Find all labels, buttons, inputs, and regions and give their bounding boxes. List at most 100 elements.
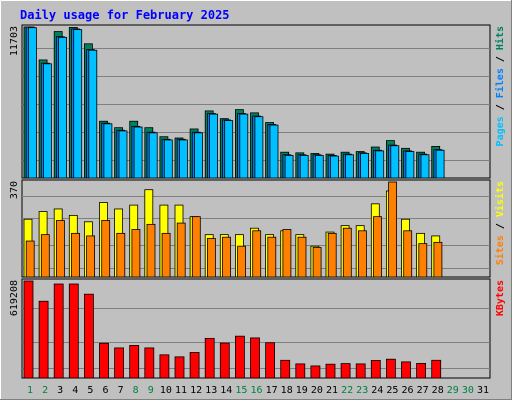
legend-: / [495,217,506,235]
bar-kbytes-day-20 [310,365,321,379]
bar-sites-day-24 [373,216,382,278]
x-tick-label-day-14: 14 [220,385,232,396]
bar-sites-day-17 [267,236,277,278]
bar-pages-day-10 [163,139,173,179]
bar-pages-day-20 [314,155,324,179]
bar-kbytes-day-27 [416,363,427,379]
bar-kbytes-day-15 [234,335,245,379]
bar-sites-day-28 [433,241,443,278]
x-tick-label-day-25: 25 [386,385,398,396]
bar-kbytes-day-8 [129,345,140,379]
bar-kbytes-day-1 [23,280,34,379]
bar-kbytes-day-12 [189,352,200,379]
x-tick-label-day-18: 18 [281,385,293,396]
bar-pages-day-26 [405,151,415,179]
x-tick-label-day-7: 7 [118,385,124,396]
bar-sites-day-19 [297,236,307,278]
bar-sites-day-16 [252,230,262,278]
legend-pages: Pages [495,116,506,146]
bar-pages-day-25 [390,145,400,179]
bar-sites-day-9 [146,223,156,278]
x-tick-label-day-3: 3 [57,385,63,396]
bar-kbytes-day-13 [204,337,215,379]
bar-pages-day-11 [178,139,188,179]
bar-kbytes-day-3 [53,283,64,379]
bar-kbytes-day-2 [38,300,49,379]
bar-pages-day-6 [103,123,113,179]
bar-pages-day-13 [209,113,219,179]
bar-sites-day-10 [161,232,171,278]
bar-sites-day-20 [312,247,322,278]
bar-sites-day-4 [71,232,80,278]
bar-kbytes-day-25 [385,358,396,379]
bar-pages-day-12 [194,132,203,179]
x-tick-label-day-13: 13 [205,385,217,396]
x-tick-label-day-1: 1 [27,385,33,396]
x-tick-label-day-15: 15 [235,385,247,396]
right-legend: Sites / Visits [494,181,506,265]
x-tick-label-day-20: 20 [311,385,323,396]
bar-sites-day-7 [116,232,126,278]
x-tick-label-day-31: 31 [477,385,489,396]
bar-sites-day-21 [327,232,337,278]
bar-sites-day-15 [237,245,247,278]
bar-kbytes-day-6 [99,342,109,379]
bar-kbytes-day-11 [174,356,185,379]
bar-kbytes-day-28 [431,359,442,379]
right-legend: KBytes [495,280,506,316]
bar-sites-day-8 [131,229,141,278]
bar-sites-day-22 [342,227,352,278]
x-tick-label-day-19: 19 [296,385,308,396]
x-tick-label-day-16: 16 [250,385,262,396]
x-tick-label-day-24: 24 [371,385,383,396]
bar-kbytes-day-21 [325,363,336,379]
bar-sites-day-25 [388,181,398,278]
bar-pages-day-2 [43,63,52,179]
x-tick-label-day-10: 10 [160,385,172,396]
bar-sites-day-26 [403,230,413,278]
legend-sites: Sites [494,235,506,265]
bar-sites-day-23 [357,230,367,278]
bar-pages-day-9 [148,132,158,179]
x-tick-label-day-21: 21 [326,385,338,396]
x-tick-label-day-8: 8 [133,385,139,396]
legend-kbytes: KBytes [495,280,506,316]
x-tick-label-day-26: 26 [401,385,413,396]
bar-kbytes-day-19 [295,363,306,379]
bar-pages-day-16 [254,116,264,179]
bar-kbytes-day-26 [401,361,411,379]
x-tick-label-day-30: 30 [462,385,474,396]
bar-sites-day-5 [86,235,95,278]
y-max-label: 11703 [9,26,20,56]
x-tick-label-day-6: 6 [102,385,108,396]
x-tick-label-day-2: 2 [42,385,48,396]
x-tick-label-day-9: 9 [148,385,154,396]
x-tick-label-day-29: 29 [447,385,459,396]
x-tick-label-day-5: 5 [87,385,93,396]
y-max-label: 619208 [9,280,20,316]
legend-hits: Hits [494,26,506,50]
x-tick-label-day-11: 11 [175,385,187,396]
bar-sites-day-12 [191,216,201,278]
bar-pages-day-5 [88,49,98,179]
bar-sites-day-11 [176,222,186,278]
bar-pages-day-17 [269,124,279,179]
chart-title: Daily usage for February 2025 [20,8,230,22]
bar-pages-day-1 [27,27,37,179]
bar-kbytes-day-7 [114,347,124,379]
bar-kbytes-day-17 [265,342,276,379]
panel-2: 370 Sites / Visits [9,179,506,278]
x-tick-label-day-28: 28 [432,385,444,396]
bar-pages-day-27 [420,154,430,179]
bar-sites-day-14 [222,236,231,278]
legend-: / [495,50,506,68]
legend-files: Files [494,68,506,98]
bar-kbytes-day-24 [370,360,381,379]
bar-kbytes-day-23 [355,363,366,379]
panel-3: 619208 KBytes [9,278,506,379]
bar-kbytes-day-16 [250,337,260,379]
bar-pages-day-8 [133,126,143,179]
bar-pages-day-19 [299,155,309,179]
bar-pages-day-15 [239,113,249,179]
